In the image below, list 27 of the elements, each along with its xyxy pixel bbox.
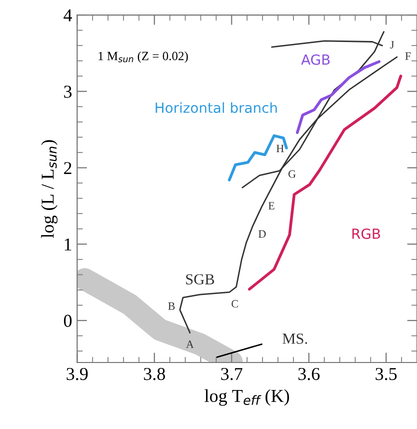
y-tick-label: 0 — [64, 314, 72, 327]
annotation: G — [288, 170, 296, 178]
y-tick-label: 4 — [64, 9, 72, 22]
annotation: D — [258, 230, 266, 238]
annotation: J — [390, 41, 394, 48]
x-tick-label: 3.8 — [144, 368, 165, 380]
y-tick-label: 2 — [64, 162, 72, 174]
x-tick-label: 3.6 — [298, 368, 320, 380]
annotation: F — [405, 52, 411, 60]
y-tick-label: 3 — [64, 86, 72, 98]
x-tick-label: 3.9 — [66, 368, 88, 380]
annotation: 1 M$_{sun}$ (Z = 0.02) — [98, 51, 188, 63]
y-axis-title: log (L / L$_{sun}$) — [41, 140, 58, 238]
x-tick-label: 3.7 — [221, 368, 242, 380]
annotation: E — [268, 202, 274, 210]
y-tick-label: 1 — [64, 238, 72, 250]
x-axis-title: log T$_{eff}$ (K) — [204, 389, 290, 406]
annotation: SGB — [186, 274, 214, 284]
series-label: AGB — [301, 54, 330, 65]
x-tick-label: 3.5 — [376, 368, 397, 380]
annotation: B — [168, 302, 175, 310]
annotation: A — [186, 340, 194, 348]
annotation: H — [276, 144, 284, 152]
annotation: MS. — [282, 334, 308, 344]
annotation: C — [232, 300, 238, 308]
series-label: Horizontal branch — [156, 102, 277, 113]
text: RGB — [352, 228, 380, 239]
